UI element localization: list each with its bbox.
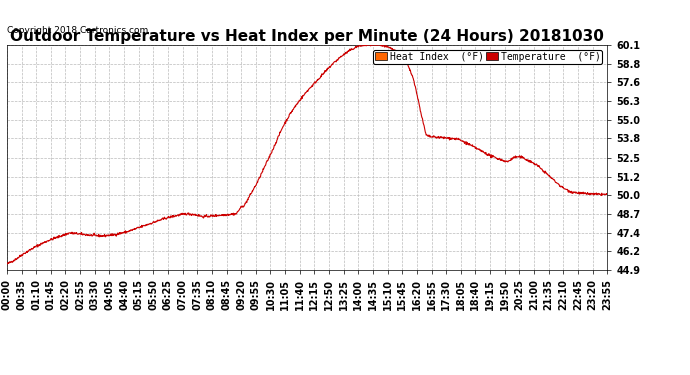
Text: Copyright 2018 Cartronics.com: Copyright 2018 Cartronics.com bbox=[7, 26, 148, 35]
Legend: Heat Index  (°F), Temperature  (°F): Heat Index (°F), Temperature (°F) bbox=[373, 50, 602, 64]
Title: Outdoor Temperature vs Heat Index per Minute (24 Hours) 20181030: Outdoor Temperature vs Heat Index per Mi… bbox=[10, 29, 604, 44]
